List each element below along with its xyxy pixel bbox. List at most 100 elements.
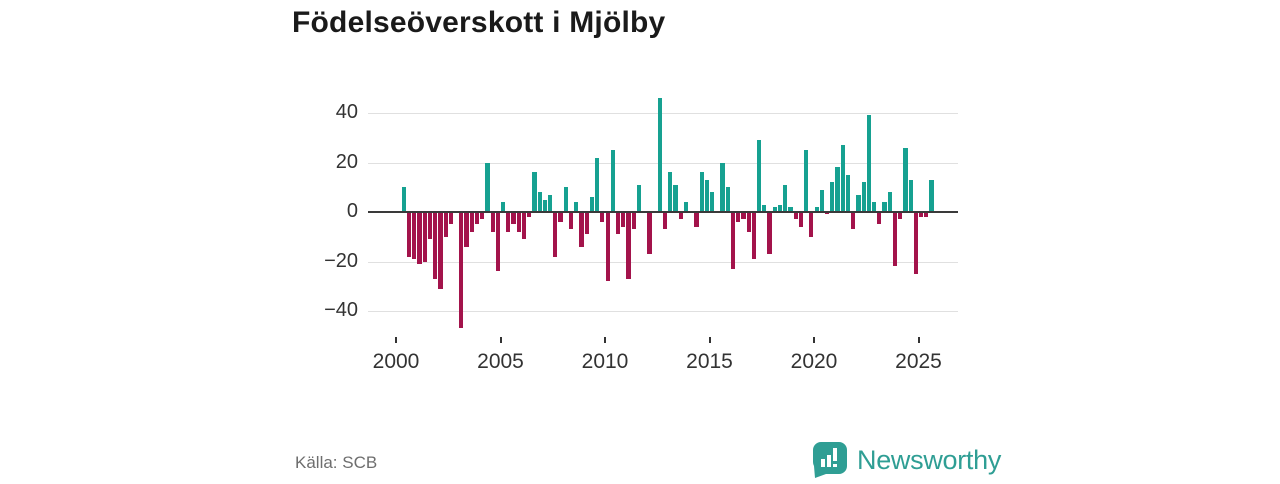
bar-2009-Q1 [584,212,589,235]
bar-2018-Q1 [772,207,777,212]
bar-2001-Q4 [433,212,438,279]
bar-2007-Q2 [548,194,553,212]
bar-2018-Q2 [777,204,783,212]
bar-2009-Q2 [589,197,595,212]
y-tick-label: −40 [324,299,358,321]
bar-2017-Q1 [751,212,756,260]
bar-2004-Q2 [485,162,490,212]
bar-2006-Q3 [532,172,537,212]
bar-2011-Q2 [631,212,636,230]
y-tick-label: 40 [335,101,358,123]
zero-axis-line [368,211,958,213]
y-tick-label: −20 [324,249,358,272]
bar-2025-Q2 [924,212,929,217]
x-tick-label: 2015 [686,350,733,373]
bar-2002-Q3 [448,212,453,225]
bar-2022-Q2 [861,182,866,212]
gridline [368,162,958,164]
bar-2016-Q3 [741,212,746,220]
x-tick-mark [813,337,815,343]
bar-2018-Q3 [783,184,788,212]
bar-2025-Q1 [919,212,924,217]
bar-2002-Q2 [443,212,448,237]
bar-2024-Q1 [898,212,903,220]
bar-2008-Q3 [574,202,579,212]
bar-2016-Q2 [736,212,741,222]
gridline [368,311,958,312]
bar-2008-Q4 [579,212,584,247]
bar-2001-Q2 [422,212,427,262]
x-tick-label: 2010 [581,350,629,373]
x-tick-label: 2000 [372,350,420,373]
bar-2001-Q1 [417,212,422,264]
bar-2008-Q2 [568,212,574,230]
x-tick-mark [917,337,920,343]
gridline [368,261,958,263]
bar-2017-Q4 [767,212,772,255]
bar-2023-Q1 [877,212,882,225]
bar-2007-Q4 [558,212,563,222]
bar-2021-Q3 [845,174,851,212]
bar-2015-Q1 [710,192,715,212]
bar-2019-Q1 [793,212,798,220]
bar-2024-Q2 [903,147,908,212]
bar-2006-Q4 [537,192,542,212]
x-tick-label: 2005 [477,350,524,373]
bar-2018-Q4 [788,207,793,212]
bar-2003-Q2 [464,212,469,247]
bar-2009-Q3 [595,157,600,212]
bar-2014-Q3 [699,172,704,212]
bar-2002-Q1 [438,212,443,289]
bar-2010-Q1 [605,212,610,282]
bar-2020-Q4 [830,182,835,212]
bar-2006-Q2 [527,212,532,217]
bar-2015-Q4 [725,187,730,212]
plot-area [368,90,958,335]
bar-2005-Q2 [506,212,511,232]
bar-2009-Q4 [600,212,605,222]
bar-2010-Q4 [621,212,626,227]
bar-2007-Q1 [542,199,547,212]
bar-2019-Q3 [804,150,809,212]
bar-2011-Q1 [626,212,631,279]
bar-2012-Q1 [647,212,652,255]
bar-2016-Q4 [746,212,751,232]
bar-2000-Q2 [401,187,406,212]
x-tick-mark [395,337,397,343]
y-tick-label: 20 [335,150,358,173]
bar-2014-Q2 [694,212,699,227]
brand-name: Newsworthy [857,444,1002,475]
bar-2003-Q3 [469,212,474,232]
bar-2023-Q2 [882,202,887,212]
x-tick-mark [604,337,606,343]
bar-2017-Q2 [757,140,762,212]
bar-chart-pin-icon [812,441,848,479]
x-tick-label: 2025 [895,350,942,373]
bar-2023-Q4 [892,212,898,267]
bar-2003-Q1 [459,212,464,329]
bar-2010-Q2 [610,150,615,212]
bar-2020-Q2 [819,189,824,212]
bar-2024-Q3 [908,179,913,212]
bar-2013-Q4 [683,202,689,212]
bar-2015-Q3 [720,162,725,212]
gridline [368,113,958,114]
chart-title: Födelseöverskott i Mjölby [292,6,666,39]
bar-2013-Q2 [673,184,678,212]
bar-2019-Q2 [798,212,804,227]
bar-2020-Q3 [824,212,830,215]
bar-2020-Q1 [814,207,819,212]
bar-2019-Q4 [809,212,814,237]
bar-2014-Q4 [704,179,709,212]
bar-2021-Q4 [851,212,856,230]
bar-2023-Q3 [887,192,892,212]
bar-2024-Q4 [913,212,918,274]
bar-2005-Q1 [501,202,506,212]
bar-2010-Q3 [615,212,621,235]
bar-2003-Q4 [474,212,480,225]
bar-2004-Q3 [490,212,495,232]
bar-2022-Q1 [856,194,861,212]
bar-2000-Q4 [412,212,417,260]
bar-2008-Q1 [563,187,568,212]
bar-2000-Q3 [406,212,412,257]
